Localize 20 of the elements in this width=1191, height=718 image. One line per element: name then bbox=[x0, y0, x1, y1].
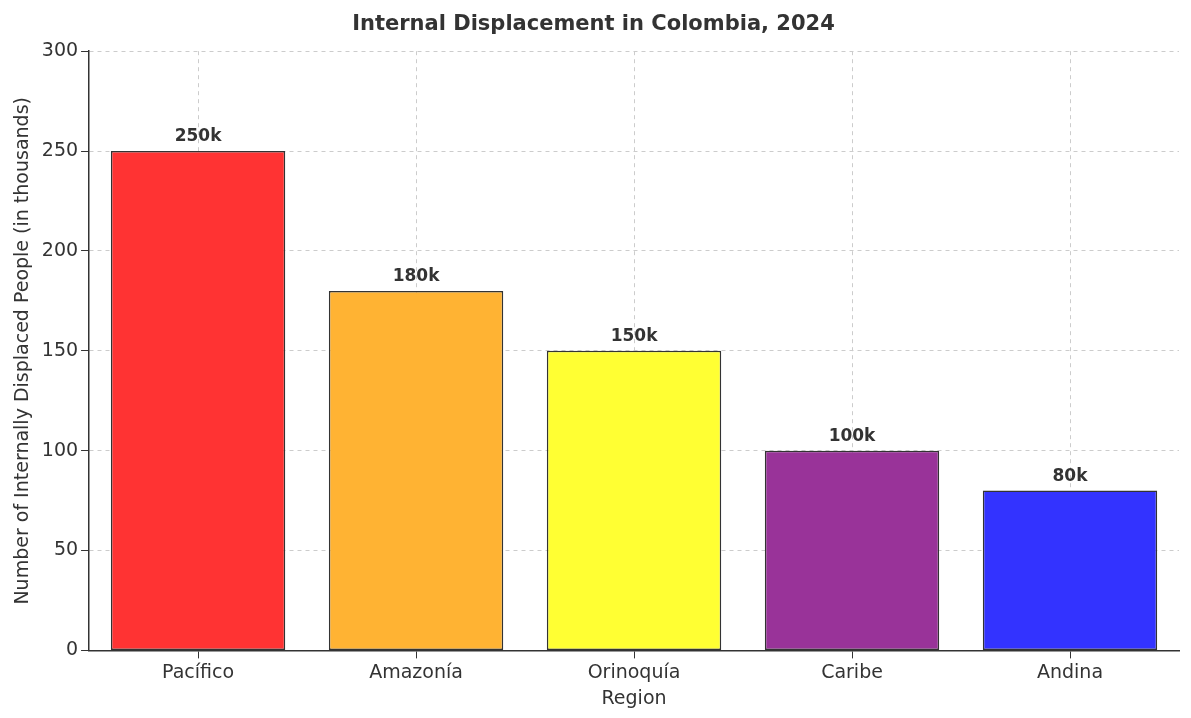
data-label: 80k bbox=[1052, 464, 1089, 485]
y-tick-label: 250 bbox=[41, 138, 79, 160]
y-axis-title: Number of Internally Displaced People (in thousands) bbox=[10, 97, 33, 605]
y-tick-label: 200 bbox=[41, 237, 79, 260]
x-tick-label: Orinoquía bbox=[587, 659, 681, 682]
x-axis-title: Region bbox=[601, 685, 667, 708]
y-tick-label: 50 bbox=[53, 537, 79, 560]
y-tick-label: 100 bbox=[41, 437, 79, 460]
x-tick-label: Amazonía bbox=[369, 659, 463, 682]
data-label: 250k bbox=[174, 124, 223, 145]
y-tick-label: 300 bbox=[41, 38, 79, 61]
x-tick-label: Caribe bbox=[821, 659, 883, 682]
x-tick-label: Pacífico bbox=[162, 659, 235, 682]
y-tick-label: 0 bbox=[65, 637, 79, 660]
data-label: 150k bbox=[610, 324, 659, 345]
y-tick-label: 150 bbox=[41, 337, 79, 360]
chart-title: Internal Displacement in Colombia, 2024 bbox=[352, 11, 835, 36]
data-label: 100k bbox=[828, 424, 877, 445]
x-tick-label: Andina bbox=[1036, 659, 1104, 682]
data-label: 180k bbox=[392, 264, 441, 285]
